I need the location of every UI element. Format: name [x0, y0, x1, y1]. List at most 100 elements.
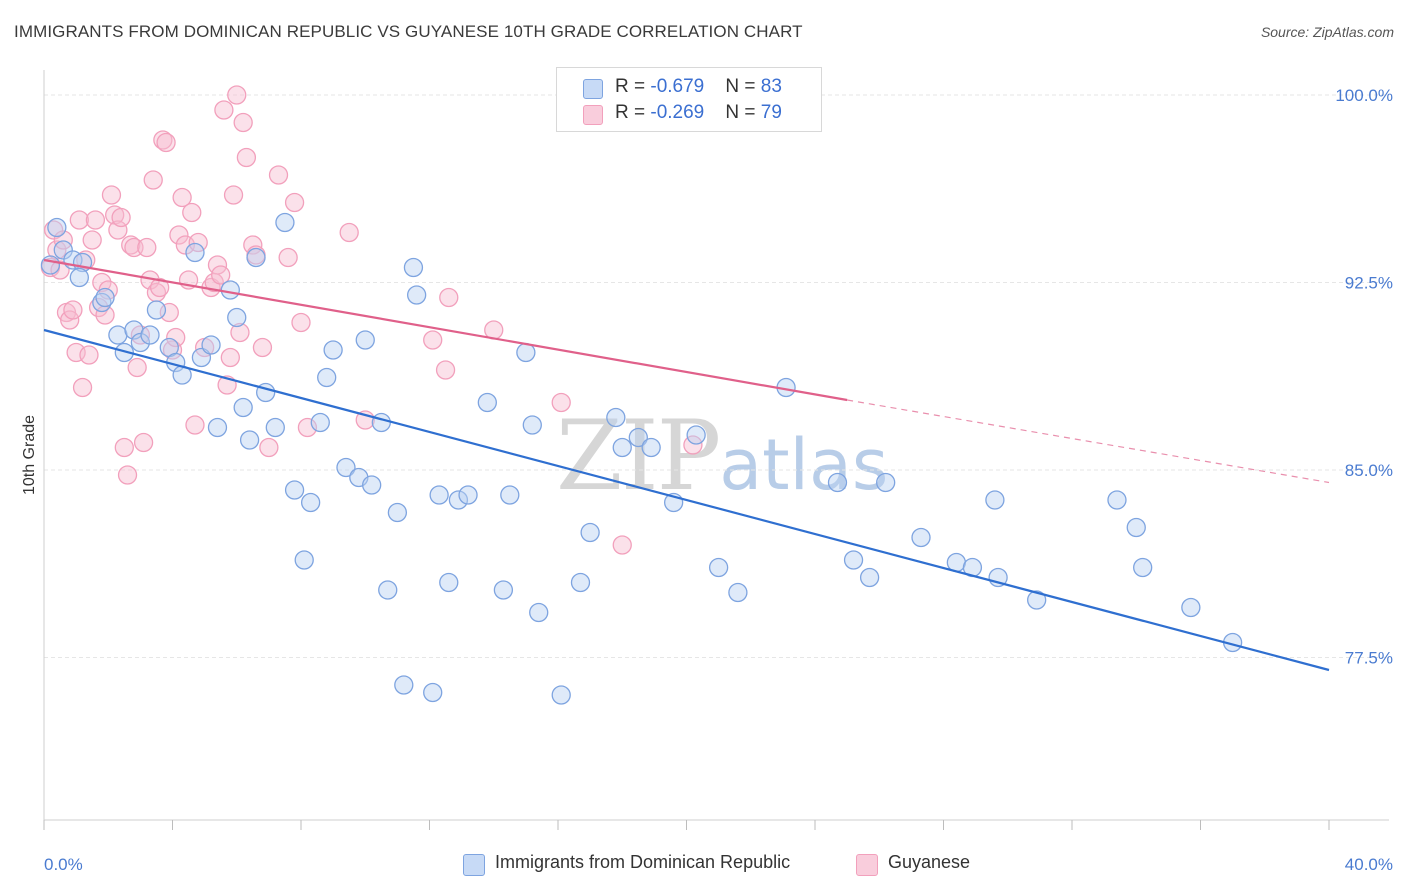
point-guyanese [137, 237, 157, 258]
point-guyanese [278, 247, 298, 268]
point-guyanese [114, 437, 134, 458]
point-dominican [493, 580, 514, 600]
legend-n-value: 83 [760, 76, 782, 97]
point-guyanese [63, 300, 83, 320]
point-dominican [371, 412, 391, 433]
point-dominican [439, 572, 459, 593]
legend-swatch-dominican [583, 79, 603, 99]
correlation-legend: R = -0.679 N = 83 R = -0.269 N = 79 [556, 67, 822, 132]
y-tick-label: 77.5% [1345, 649, 1393, 668]
point-dominican [1181, 597, 1201, 618]
point-dominican [728, 582, 748, 603]
point-dominican [185, 242, 205, 263]
point-guyanese [169, 225, 189, 245]
point-dominican [294, 550, 314, 570]
point-dominican [458, 485, 478, 505]
point-guyanese [69, 210, 89, 230]
point-dominican [140, 325, 160, 345]
point-dominican [641, 437, 661, 458]
point-dominican [827, 472, 848, 493]
point-dominican [394, 675, 414, 695]
point-dominican [876, 472, 896, 493]
point-guyanese [259, 437, 279, 458]
point-dominican [551, 685, 571, 705]
point-guyanese [211, 265, 231, 285]
point-guyanese [227, 85, 247, 105]
point-dominican [423, 682, 443, 703]
point-dominican [686, 425, 706, 445]
point-guyanese [551, 392, 571, 413]
chart-title: IMMIGRANTS FROM DOMINICAN REPUBLIC VS GU… [14, 22, 803, 41]
point-dominican [40, 255, 61, 275]
point-dominican [220, 280, 240, 300]
point-guyanese [92, 272, 112, 293]
point-guyanese [166, 327, 186, 348]
y-tick-label: 92.5% [1345, 274, 1393, 293]
point-dominican [47, 217, 67, 238]
point-dominican [108, 325, 128, 345]
bottom-legend-label-guyanese: Guyanese [888, 852, 971, 872]
point-guyanese [79, 345, 99, 365]
legend-r-value: -0.269 [650, 102, 705, 123]
point-guyanese [127, 357, 147, 378]
trend-line-guyanese [43, 258, 848, 402]
trend-line-dominican [43, 328, 1330, 672]
point-guyanese [230, 322, 250, 343]
point-dominican [985, 490, 1005, 510]
point-dominican [580, 522, 600, 543]
point-dominican [429, 485, 449, 505]
point-dominican [1107, 490, 1127, 510]
point-dominican [1126, 517, 1146, 538]
point-dominican [317, 367, 337, 388]
point-guyanese [612, 535, 632, 555]
point-guyanese [143, 170, 163, 190]
point-dominican [362, 475, 382, 495]
point-dominican [239, 430, 260, 450]
legend-r-label: R = [615, 76, 651, 97]
point-dominican [911, 527, 931, 548]
y-tick-label: 85.0% [1345, 461, 1393, 480]
point-dominican [448, 490, 469, 510]
point-dominican [336, 457, 356, 478]
point-guyanese [172, 187, 192, 208]
legend-n-label: N = [725, 102, 761, 123]
point-dominican [708, 557, 729, 578]
point-guyanese [111, 207, 131, 228]
point-dominican [403, 257, 424, 278]
point-guyanese [435, 360, 456, 380]
legend-stats-guyanese: R = -0.269 N = 79 [615, 102, 782, 124]
data-points [40, 85, 1243, 705]
point-guyanese [423, 330, 443, 350]
point-guyanese [121, 235, 141, 255]
point-guyanese [291, 312, 311, 333]
point-dominican [69, 267, 89, 288]
bottom-legend-swatch-dominican [463, 854, 485, 876]
point-dominican [201, 335, 221, 355]
point-dominican [300, 492, 321, 513]
legend-swatch-guyanese [583, 105, 603, 125]
point-dominican [1133, 557, 1153, 578]
zipatlas-watermark: ZIPatlas [556, 400, 888, 512]
bottom-legend-label-dominican: Immigrants from Dominican Republic [495, 852, 791, 872]
point-guyanese [162, 340, 183, 360]
point-guyanese [182, 202, 202, 223]
point-dominican [355, 330, 375, 350]
legend-stats-dominican: R = -0.679 N = 83 [615, 76, 782, 98]
point-dominican [246, 247, 266, 268]
legend-r-value: -0.679 [650, 76, 705, 97]
point-guyanese [117, 465, 138, 485]
point-guyanese [133, 432, 154, 453]
trend-line-guyanese-extension [847, 399, 1330, 484]
point-guyanese [220, 347, 240, 368]
point-guyanese [85, 210, 106, 230]
axes [43, 70, 1389, 830]
point-dominican [130, 332, 151, 353]
point-guyanese [236, 147, 257, 168]
point-dominican [477, 392, 497, 413]
point-dominican [275, 212, 295, 233]
source-credit: Source: ZipAtlas.com [1260, 24, 1394, 40]
trend-lines [43, 258, 1330, 672]
point-dominican [522, 415, 542, 435]
point-dominican [95, 287, 115, 308]
